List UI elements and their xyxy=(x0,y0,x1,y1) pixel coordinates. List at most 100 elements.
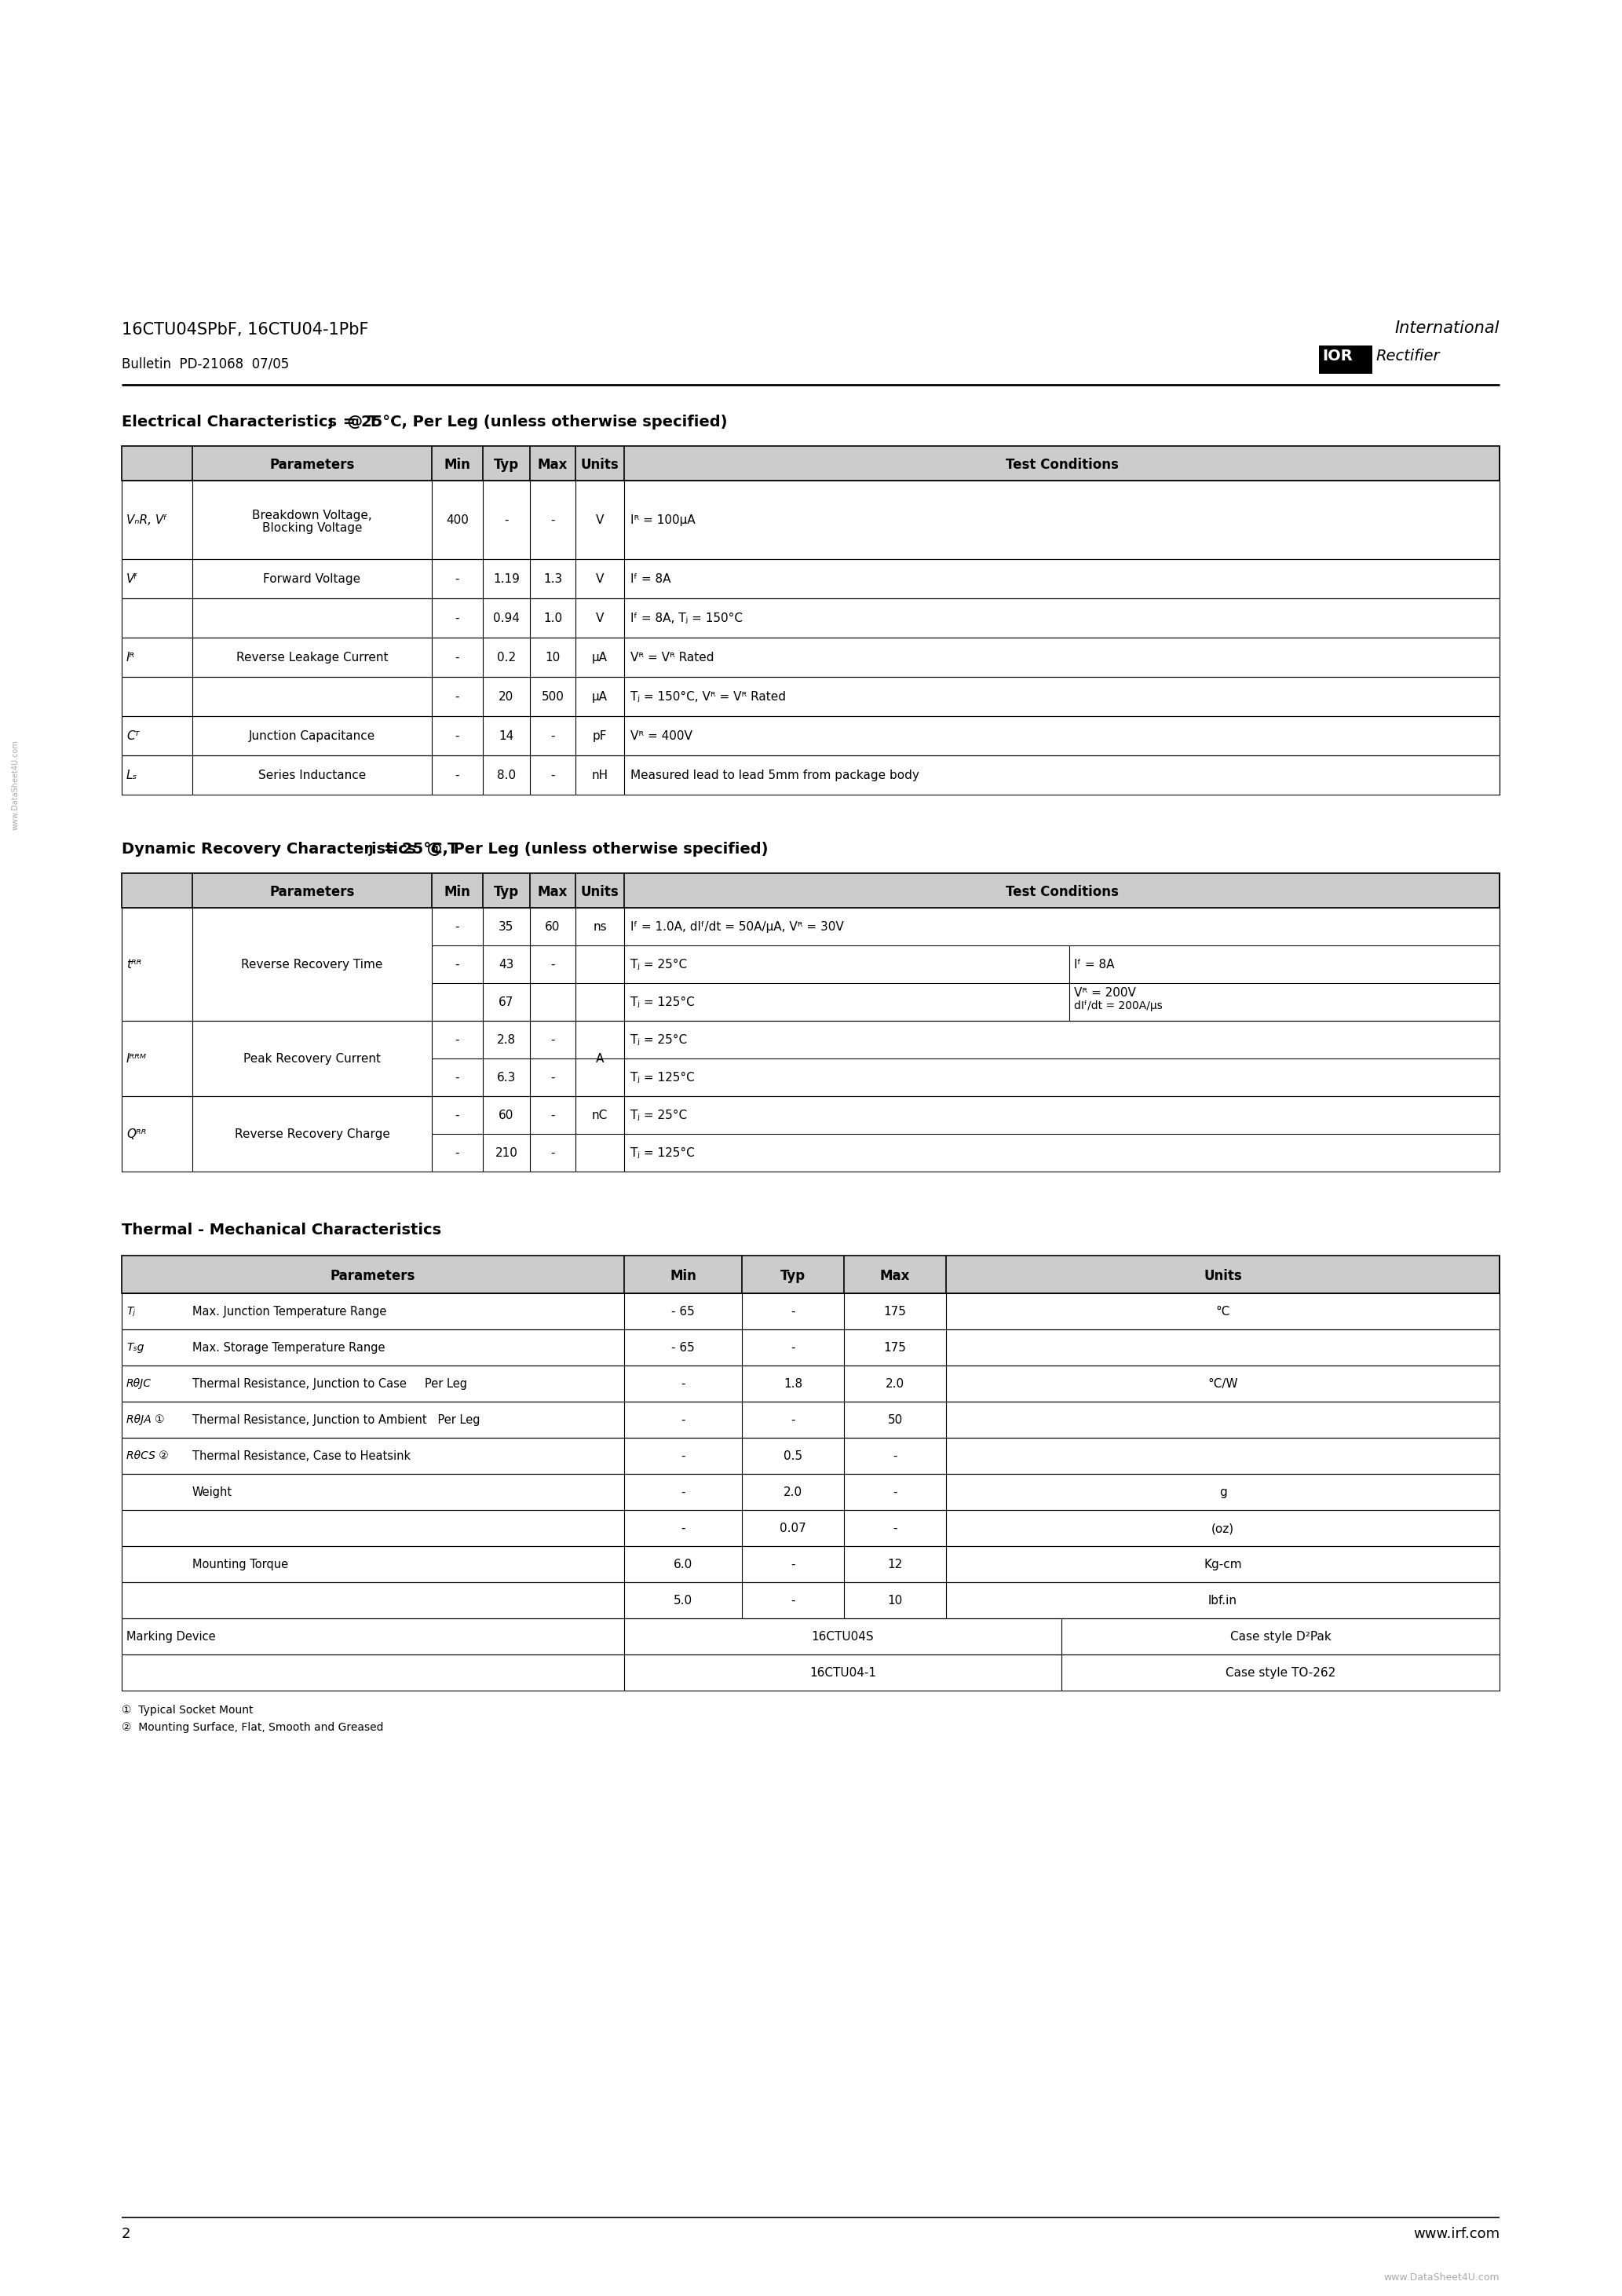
Text: Parameters: Parameters xyxy=(269,884,355,900)
Text: Iᶠ = 8A: Iᶠ = 8A xyxy=(1074,960,1114,971)
Bar xyxy=(1319,344,1372,374)
Text: 1.8: 1.8 xyxy=(783,1378,803,1389)
Text: J: J xyxy=(329,418,333,429)
Text: 1.3: 1.3 xyxy=(543,574,563,585)
Text: 6.0: 6.0 xyxy=(673,1559,693,1570)
Bar xyxy=(122,1511,1499,1545)
Text: -: - xyxy=(456,1033,459,1047)
Text: RθJA ①: RθJA ① xyxy=(127,1414,164,1426)
Text: ns: ns xyxy=(594,921,607,932)
Text: Tⱼ = 150°C, Vᴿ = Vᴿ Rated: Tⱼ = 150°C, Vᴿ = Vᴿ Rated xyxy=(631,691,787,703)
Text: Iᶠ = 1.0A, dIᶠ/dt = 50A/μA, Vᴿ = 30V: Iᶠ = 1.0A, dIᶠ/dt = 50A/μA, Vᴿ = 30V xyxy=(631,921,843,932)
Text: -: - xyxy=(792,1559,795,1570)
Text: Mounting Torque: Mounting Torque xyxy=(193,1559,289,1570)
Text: Reverse Leakage Current: Reverse Leakage Current xyxy=(237,652,388,664)
Text: Weight: Weight xyxy=(193,1486,232,1499)
Text: -: - xyxy=(792,1414,795,1426)
Text: 1.0: 1.0 xyxy=(543,613,563,625)
Text: -: - xyxy=(792,1596,795,1607)
Text: Max: Max xyxy=(537,457,568,473)
Text: tᴿᴿ: tᴿᴿ xyxy=(127,960,141,971)
Text: -: - xyxy=(681,1451,684,1463)
Text: 43: 43 xyxy=(500,960,514,971)
Text: -: - xyxy=(550,1148,555,1159)
Bar xyxy=(122,677,1499,716)
Text: Min: Min xyxy=(670,1270,696,1283)
Bar xyxy=(122,1256,1499,1293)
Text: 8.0: 8.0 xyxy=(496,769,516,781)
Bar xyxy=(122,716,1499,755)
Text: Max: Max xyxy=(881,1270,910,1283)
Text: 2.8: 2.8 xyxy=(496,1033,516,1047)
Text: Tⱼ = 125°C: Tⱼ = 125°C xyxy=(631,996,694,1008)
Text: -: - xyxy=(550,769,555,781)
Bar xyxy=(122,907,1499,1022)
Text: Max: Max xyxy=(537,884,568,900)
Bar xyxy=(122,1293,1499,1329)
Bar xyxy=(122,1474,1499,1511)
Text: -: - xyxy=(892,1486,897,1499)
Text: -: - xyxy=(456,574,459,585)
Text: 0.2: 0.2 xyxy=(496,652,516,664)
Text: 500: 500 xyxy=(542,691,564,703)
Text: pF: pF xyxy=(592,730,607,742)
Text: Electrical Characteristics  @ T: Electrical Characteristics @ T xyxy=(122,416,378,429)
Text: -: - xyxy=(456,921,459,932)
Text: -: - xyxy=(550,960,555,971)
Text: Vᶠ: Vᶠ xyxy=(127,574,138,585)
Text: Tⱼ = 125°C: Tⱼ = 125°C xyxy=(631,1072,694,1084)
Text: Blocking Voltage: Blocking Voltage xyxy=(263,521,362,535)
Text: Bulletin  PD-21068  07/05: Bulletin PD-21068 07/05 xyxy=(122,358,289,372)
Bar xyxy=(122,1366,1499,1401)
Text: 67: 67 xyxy=(500,996,514,1008)
Text: V: V xyxy=(595,613,603,625)
Text: ①  Typical Socket Mount: ① Typical Socket Mount xyxy=(122,1704,253,1715)
Text: -: - xyxy=(456,1109,459,1120)
Text: 6.3: 6.3 xyxy=(496,1072,516,1084)
Text: Iᴿᴿᴹ: Iᴿᴿᴹ xyxy=(127,1054,148,1065)
Text: 35: 35 xyxy=(500,921,514,932)
Text: Vᴿ = Vᴿ Rated: Vᴿ = Vᴿ Rated xyxy=(631,652,714,664)
Text: Units: Units xyxy=(581,457,620,473)
Text: Peak Recovery Current: Peak Recovery Current xyxy=(243,1054,381,1065)
Bar xyxy=(122,1545,1499,1582)
Text: 0.07: 0.07 xyxy=(780,1522,806,1534)
Text: VₙR, Vᶠ: VₙR, Vᶠ xyxy=(127,514,167,526)
Text: -: - xyxy=(550,1072,555,1084)
Text: Units: Units xyxy=(1204,1270,1242,1283)
Text: -: - xyxy=(456,652,459,664)
Text: Min: Min xyxy=(444,457,470,473)
Text: Case style D²Pak: Case style D²Pak xyxy=(1229,1630,1332,1642)
Text: -: - xyxy=(456,613,459,625)
Bar xyxy=(122,1022,1499,1095)
Text: Max. Junction Temperature Range: Max. Junction Temperature Range xyxy=(193,1306,386,1318)
Text: °C/W: °C/W xyxy=(1208,1378,1238,1389)
Text: Vᴿ = 400V: Vᴿ = 400V xyxy=(631,730,693,742)
Text: 175: 175 xyxy=(884,1306,907,1318)
Text: 2.0: 2.0 xyxy=(783,1486,803,1499)
Text: Tⱼ = 25°C: Tⱼ = 25°C xyxy=(631,1033,688,1047)
Text: -: - xyxy=(456,730,459,742)
Text: 50: 50 xyxy=(887,1414,902,1426)
Text: V: V xyxy=(595,574,603,585)
Text: -: - xyxy=(792,1341,795,1355)
Text: -: - xyxy=(681,1522,684,1534)
Text: International: International xyxy=(1395,321,1499,335)
Text: -: - xyxy=(456,960,459,971)
Text: Thermal Resistance, Junction to Ambient   Per Leg: Thermal Resistance, Junction to Ambient … xyxy=(193,1414,480,1426)
Text: Thermal Resistance, Case to Heatsink: Thermal Resistance, Case to Heatsink xyxy=(193,1451,410,1463)
Bar xyxy=(122,1095,1499,1171)
Bar xyxy=(122,480,1499,560)
Text: Tⱼ = 25°C: Tⱼ = 25°C xyxy=(631,1109,688,1120)
Bar xyxy=(122,1256,1499,1293)
Text: -: - xyxy=(681,1414,684,1426)
Text: -: - xyxy=(550,514,555,526)
Bar xyxy=(122,560,1499,599)
Text: A: A xyxy=(595,1054,603,1065)
Text: 20: 20 xyxy=(500,691,514,703)
Text: Typ: Typ xyxy=(493,884,519,900)
Text: ②  Mounting Surface, Flat, Smooth and Greased: ② Mounting Surface, Flat, Smooth and Gre… xyxy=(122,1722,383,1733)
Text: -: - xyxy=(792,1306,795,1318)
Text: = 25°C, Per Leg (unless otherwise specified): = 25°C, Per Leg (unless otherwise specif… xyxy=(378,843,767,856)
Text: -: - xyxy=(550,730,555,742)
